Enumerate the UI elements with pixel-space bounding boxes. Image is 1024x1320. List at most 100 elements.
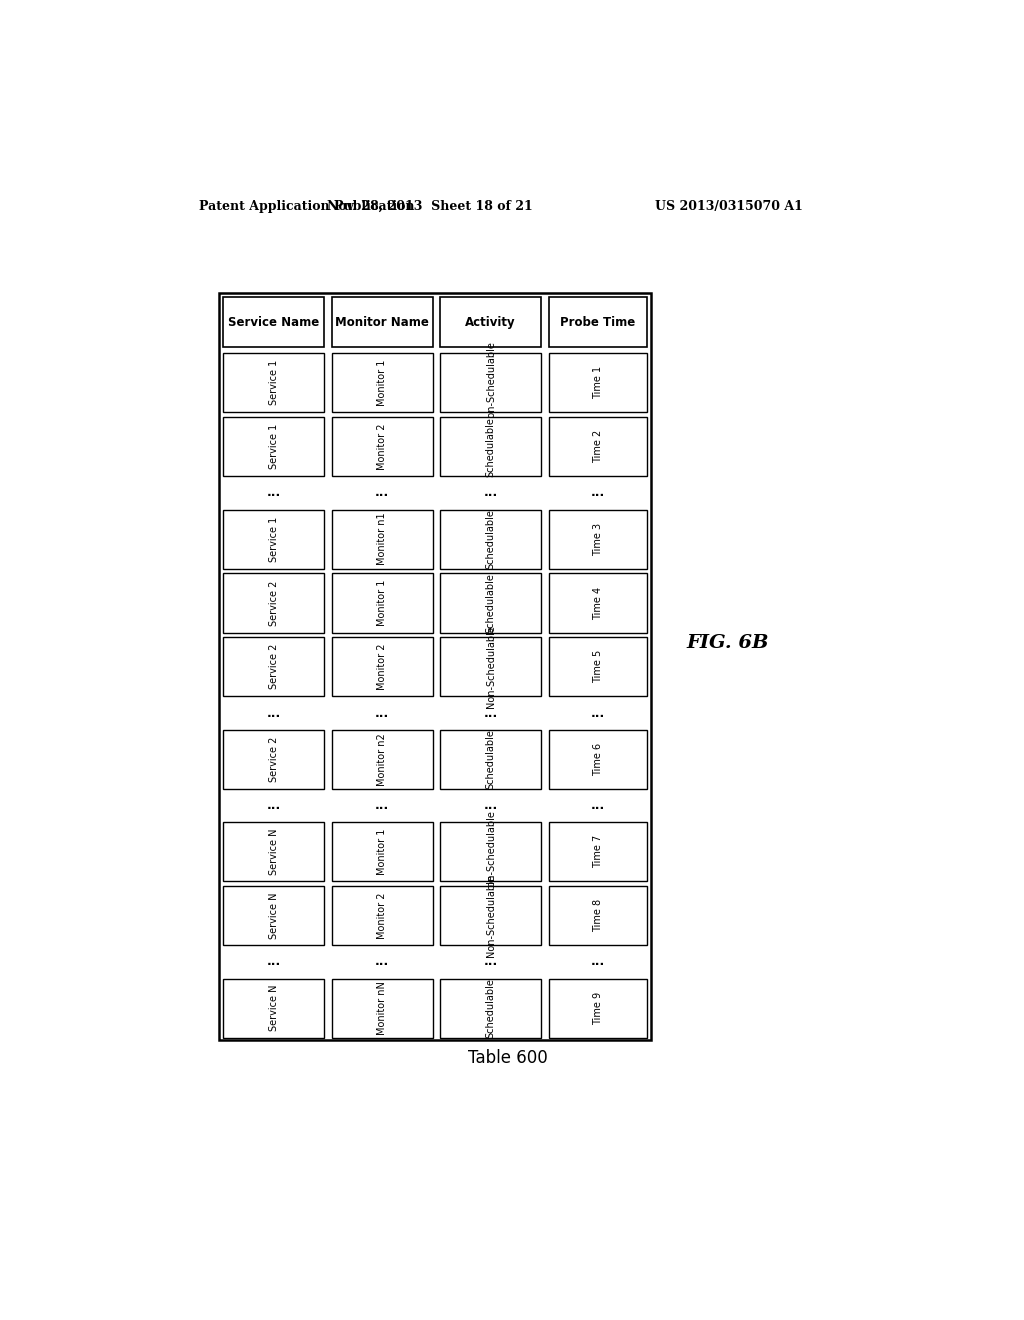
Text: ...: ... [591,486,605,499]
Text: Service 2: Service 2 [268,581,279,626]
Text: ...: ... [591,956,605,969]
Text: Time 7: Time 7 [593,836,603,869]
Bar [219,293,651,1040]
Text: Table 600: Table 600 [468,1049,548,1067]
Bar [223,886,324,945]
Text: Schedulable: Schedulable [485,573,496,632]
Text: Nov. 28, 2013  Sheet 18 of 21: Nov. 28, 2013 Sheet 18 of 21 [328,199,534,213]
Text: ...: ... [266,956,281,969]
Bar [332,886,432,945]
Bar [549,886,647,945]
Text: Service N: Service N [268,892,279,939]
Bar [223,510,324,569]
Text: Monitor nN: Monitor nN [377,981,387,1035]
Bar [332,354,432,412]
Text: Service N: Service N [268,829,279,875]
Text: ...: ... [375,486,389,499]
Bar [332,978,432,1038]
Text: ...: ... [483,706,498,719]
Text: Monitor 2: Monitor 2 [377,892,387,939]
Bar [223,354,324,412]
Text: ...: ... [591,706,605,719]
Text: Service 2: Service 2 [268,737,279,781]
Text: Time 8: Time 8 [593,899,603,932]
Bar [440,730,541,789]
Bar [440,573,541,632]
Text: Time 6: Time 6 [593,743,603,776]
Text: Schedulable: Schedulable [485,510,496,569]
Text: ...: ... [266,799,281,812]
Bar [332,822,432,882]
Text: Monitor n2: Monitor n2 [377,733,387,785]
Text: ...: ... [483,956,498,969]
Bar [549,978,647,1038]
Text: Schedulable: Schedulable [485,730,496,789]
Text: Schedulable: Schedulable [485,978,496,1038]
Bar [440,510,541,569]
Text: Service 2: Service 2 [268,644,279,689]
Bar [440,354,541,412]
Bar [223,978,324,1038]
Bar [440,978,541,1038]
Text: Time 2: Time 2 [593,430,603,463]
Text: Service Name: Service Name [228,315,319,329]
Text: Service 1: Service 1 [268,360,279,405]
Text: ...: ... [483,799,498,812]
Text: Service 1: Service 1 [268,516,279,562]
Bar [440,886,541,945]
Text: Monitor 1: Monitor 1 [377,579,387,626]
Bar [223,638,324,697]
Bar [332,417,432,477]
Bar [223,417,324,477]
Bar [223,822,324,882]
Text: Activity: Activity [465,315,516,329]
Text: Monitor Name: Monitor Name [335,315,429,329]
Bar [332,730,432,789]
Bar [223,297,324,347]
Text: ...: ... [375,799,389,812]
Bar [440,638,541,697]
Bar [440,822,541,882]
Text: Service 1: Service 1 [268,424,279,469]
Text: US 2013/0315070 A1: US 2013/0315070 A1 [655,199,803,213]
Text: ...: ... [591,799,605,812]
Bar [440,417,541,477]
Bar [549,354,647,412]
Text: Service N: Service N [268,985,279,1031]
Bar [223,573,324,632]
Text: ...: ... [375,706,389,719]
Text: Time 4: Time 4 [593,586,603,619]
Bar [549,822,647,882]
Bar [549,573,647,632]
Bar [549,638,647,697]
Bar [332,573,432,632]
Bar [332,510,432,569]
Bar [332,638,432,697]
Bar [223,730,324,789]
Text: Non-Schedulable: Non-Schedulable [485,342,496,424]
Text: Non-Schedulable: Non-Schedulable [485,626,496,709]
Text: Time 1: Time 1 [593,366,603,400]
Text: Time 9: Time 9 [593,991,603,1024]
Bar [549,510,647,569]
Text: Time 3: Time 3 [593,523,603,556]
Bar [549,730,647,789]
Text: Schedulable: Schedulable [485,417,496,477]
Text: ...: ... [483,486,498,499]
Bar [549,417,647,477]
Bar [549,297,647,347]
Text: Patent Application Publication: Patent Application Publication [200,199,415,213]
Text: Time 5: Time 5 [593,651,603,684]
Text: Monitor 2: Monitor 2 [377,644,387,690]
Text: Probe Time: Probe Time [560,315,636,329]
Text: FIG. 6B: FIG. 6B [686,635,768,652]
Text: Monitor 1: Monitor 1 [377,359,387,407]
Text: ...: ... [266,706,281,719]
Bar [440,297,541,347]
Text: ...: ... [266,486,281,499]
Text: Monitor 2: Monitor 2 [377,424,387,470]
Text: Monitor 1: Monitor 1 [377,829,387,875]
Bar [332,297,432,347]
Text: ...: ... [375,956,389,969]
Text: Non-Schedulable: Non-Schedulable [485,810,496,894]
